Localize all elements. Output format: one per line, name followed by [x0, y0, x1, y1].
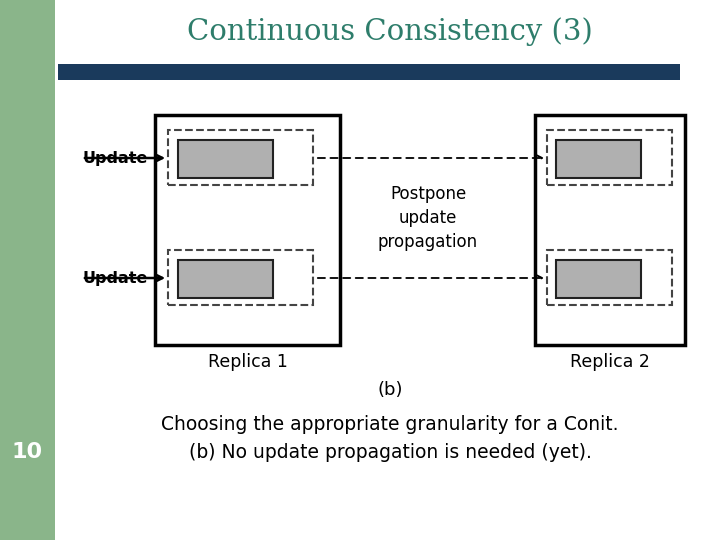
Text: 10: 10 — [12, 442, 42, 462]
Bar — [58, 64, 680, 80]
Bar — [0, 0, 55, 540]
Bar — [0, 0, 160, 80]
Text: Update: Update — [83, 271, 148, 286]
Text: (b) No update propagation is needed (yet).: (b) No update propagation is needed (yet… — [189, 442, 591, 462]
Text: Replica 1: Replica 1 — [207, 353, 287, 371]
Bar — [547, 130, 672, 185]
Text: Replica 2: Replica 2 — [570, 353, 650, 371]
Bar — [178, 260, 273, 298]
Bar — [547, 250, 672, 305]
Bar — [535, 115, 685, 345]
Bar — [556, 260, 641, 298]
Bar — [168, 130, 313, 185]
Bar — [55, 0, 720, 460]
Bar — [178, 140, 273, 178]
Text: Choosing the appropriate granularity for a Conit.: Choosing the appropriate granularity for… — [161, 415, 618, 435]
Bar — [168, 250, 313, 305]
Text: Continuous Consistency (3): Continuous Consistency (3) — [187, 18, 593, 46]
Bar — [155, 115, 340, 345]
Text: (b): (b) — [377, 381, 402, 399]
Bar — [556, 140, 641, 178]
Text: Update: Update — [83, 151, 148, 165]
Text: Postpone
update
propagation: Postpone update propagation — [378, 185, 478, 251]
